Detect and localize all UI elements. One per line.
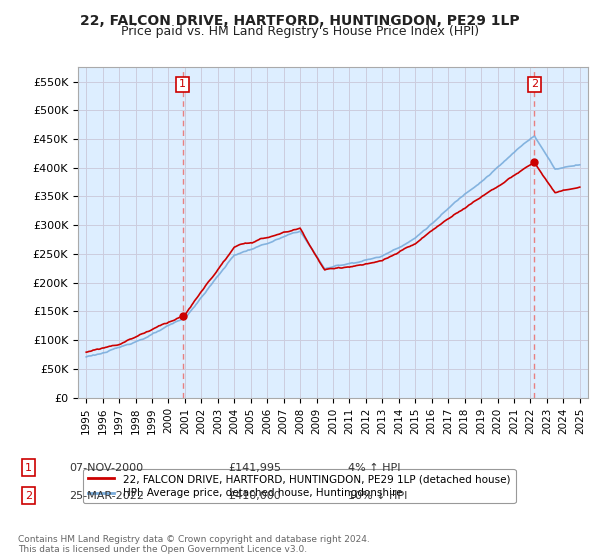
Text: 2: 2	[530, 80, 538, 90]
Text: Price paid vs. HM Land Registry's House Price Index (HPI): Price paid vs. HM Land Registry's House …	[121, 25, 479, 38]
Text: 1: 1	[25, 463, 32, 473]
Text: 1: 1	[179, 80, 186, 90]
Text: 10% ↓ HPI: 10% ↓ HPI	[348, 491, 407, 501]
Text: 25-MAR-2022: 25-MAR-2022	[69, 491, 144, 501]
Legend: 22, FALCON DRIVE, HARTFORD, HUNTINGDON, PE29 1LP (detached house), HPI: Average : 22, FALCON DRIVE, HARTFORD, HUNTINGDON, …	[83, 469, 515, 503]
Text: Contains HM Land Registry data © Crown copyright and database right 2024.
This d: Contains HM Land Registry data © Crown c…	[18, 535, 370, 554]
Text: £410,000: £410,000	[228, 491, 281, 501]
Text: 4% ↑ HPI: 4% ↑ HPI	[348, 463, 401, 473]
Text: 2: 2	[25, 491, 32, 501]
Text: £141,995: £141,995	[228, 463, 281, 473]
Text: 07-NOV-2000: 07-NOV-2000	[69, 463, 143, 473]
Text: 22, FALCON DRIVE, HARTFORD, HUNTINGDON, PE29 1LP: 22, FALCON DRIVE, HARTFORD, HUNTINGDON, …	[80, 14, 520, 28]
